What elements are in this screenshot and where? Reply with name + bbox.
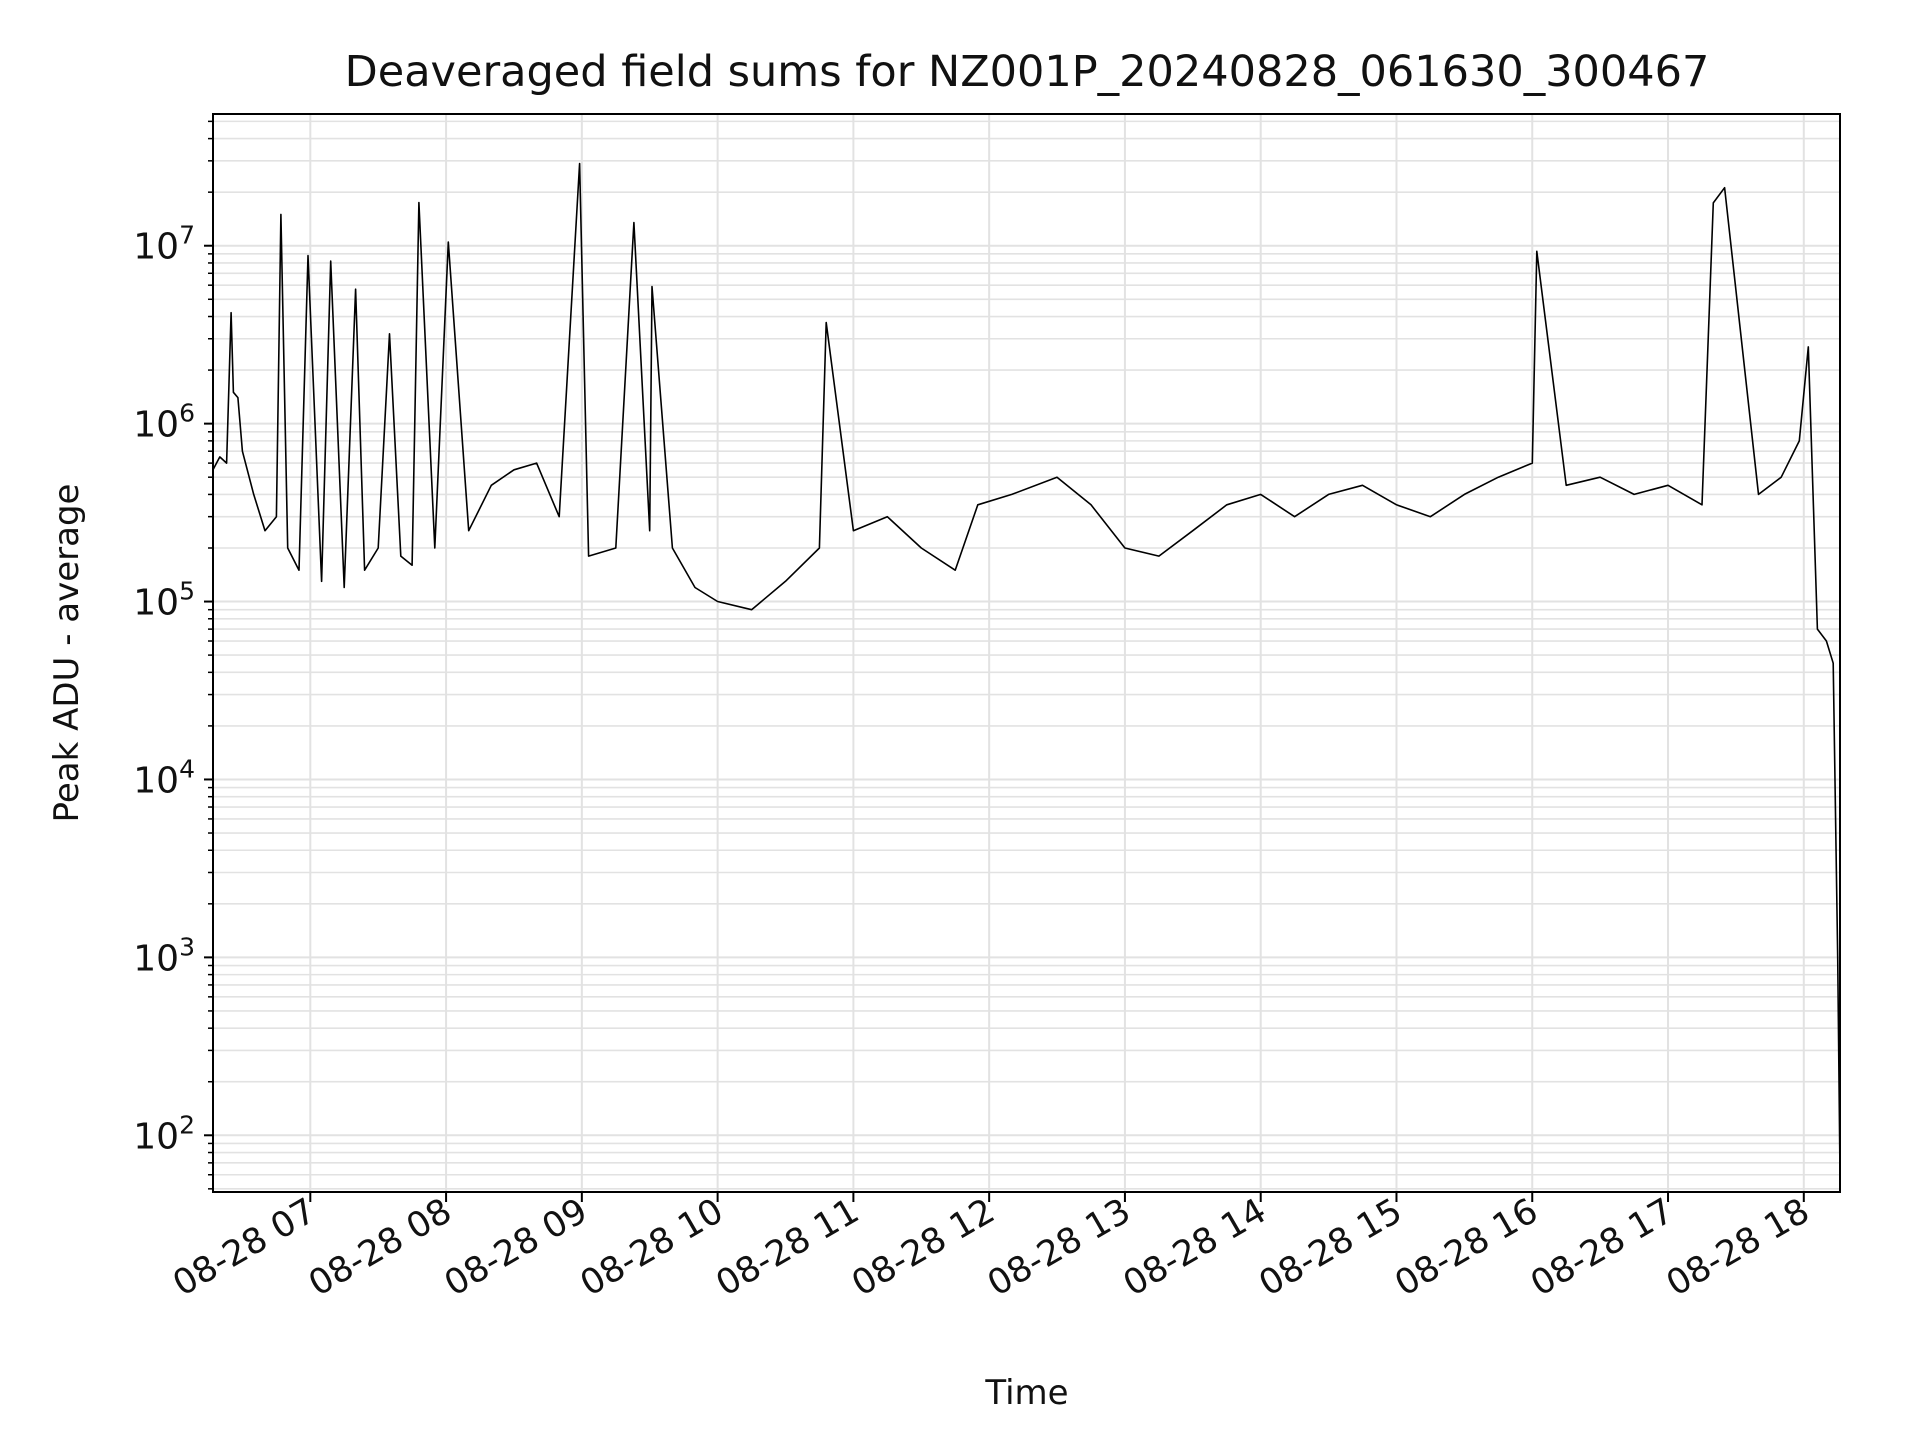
grid-layer <box>213 114 1840 1192</box>
y-tick-label-base: 10 <box>133 583 179 624</box>
y-tick-label-base: 10 <box>133 227 179 268</box>
x-tick-label: 08-28 11 <box>710 1191 866 1304</box>
y-tick-label-exponent: 4 <box>179 754 195 783</box>
x-tick-label: 08-28 07 <box>167 1191 323 1304</box>
y-tick-label: 102 <box>133 1110 195 1157</box>
x-tick-label: 08-28 10 <box>574 1191 730 1304</box>
y-tick-label-exponent: 3 <box>179 932 195 961</box>
y-tick-label-exponent: 7 <box>179 221 195 250</box>
x-tick-label: 08-28 09 <box>438 1191 594 1304</box>
y-tick-label-exponent: 2 <box>179 1110 195 1139</box>
y-tick-label-exponent: 6 <box>179 399 195 428</box>
series-line <box>212 162 1841 1175</box>
y-tick-label-base: 10 <box>133 938 179 979</box>
y-tick-label-base: 10 <box>133 405 179 446</box>
x-tick-label: 08-28 08 <box>302 1191 458 1304</box>
axis-ticks <box>204 120 1805 1202</box>
y-tick-label: 106 <box>133 399 195 446</box>
y-tick-label-base: 10 <box>133 760 179 801</box>
y-tick-label-base: 10 <box>133 1116 179 1157</box>
y-tick-label: 105 <box>133 577 195 624</box>
y-tick-label: 104 <box>133 754 195 801</box>
x-tick-label: 08-28 16 <box>1388 1191 1544 1304</box>
y-axis-label: Peak ADU - average <box>47 484 87 823</box>
x-axis-label: Time <box>984 1373 1068 1413</box>
x-tick-label: 08-28 13 <box>981 1191 1137 1304</box>
x-tick-label: 08-28 14 <box>1117 1191 1273 1304</box>
x-tick-label: 08-28 15 <box>1253 1191 1409 1304</box>
chart-title: Deaveraged field sums for NZ001P_2024082… <box>345 47 1710 97</box>
y-tick-label-exponent: 5 <box>179 577 195 606</box>
y-tick-label: 107 <box>133 221 195 268</box>
x-tick-label: 08-28 12 <box>845 1191 1001 1304</box>
x-tick-label: 08-28 17 <box>1524 1191 1680 1304</box>
y-tick-label: 103 <box>133 932 195 979</box>
plot-frame <box>212 113 1841 1193</box>
x-tick-label: 08-28 18 <box>1660 1191 1816 1304</box>
plot-line-layer <box>212 162 1841 1175</box>
